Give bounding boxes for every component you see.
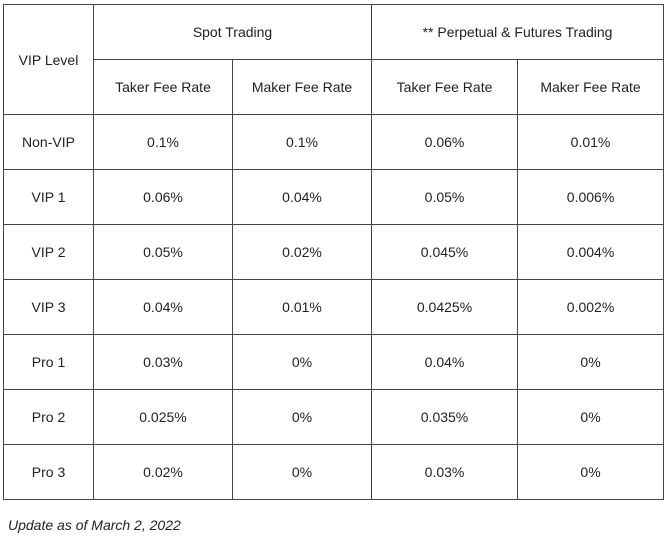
cell-spot-maker: 0.04%	[231, 169, 373, 225]
cell-perp-taker: 0.04%	[371, 334, 519, 390]
table-row: VIP 2 0.05% 0.02% 0.045% 0.004%	[3, 224, 665, 280]
table-row: VIP 1 0.06% 0.04% 0.05% 0.006%	[3, 169, 665, 225]
cell-perp-taker: 0.05%	[371, 169, 519, 225]
cell-perp-taker: 0.045%	[371, 224, 519, 280]
cell-level: Pro 2	[3, 389, 94, 445]
cell-perp-maker: 0%	[517, 389, 665, 445]
cell-spot-taker: 0.02%	[93, 444, 233, 500]
header-row-groups: VIP Level Spot Trading ** Perpetual & Fu…	[3, 4, 665, 115]
table-row: Non-VIP 0.1% 0.1% 0.06% 0.01%	[3, 114, 665, 170]
update-footnote: Update as of March 2, 2022	[8, 517, 181, 533]
cell-perp-taker: 0.035%	[371, 389, 519, 445]
cell-spot-taker: 0.1%	[93, 114, 233, 170]
cell-level: Pro 1	[3, 334, 94, 390]
cell-spot-taker: 0.025%	[93, 389, 233, 445]
cell-level: VIP 2	[3, 224, 94, 280]
cell-level: Non-VIP	[3, 114, 94, 170]
cell-spot-taker: 0.05%	[93, 224, 233, 280]
table-row: VIP 3 0.04% 0.01% 0.0425% 0.002%	[3, 279, 665, 335]
header-spot-maker-fee: Maker Fee Rate	[231, 59, 373, 115]
cell-spot-maker: 0%	[231, 389, 373, 445]
cell-spot-taker: 0.04%	[93, 279, 233, 335]
cell-spot-maker: 0.02%	[231, 224, 373, 280]
cell-spot-taker: 0.06%	[93, 169, 233, 225]
cell-level: VIP 3	[3, 279, 94, 335]
cell-spot-maker: 0.01%	[231, 279, 373, 335]
cell-perp-taker: 0.03%	[371, 444, 519, 500]
cell-perp-taker: 0.06%	[371, 114, 519, 170]
cell-perp-maker: 0.01%	[517, 114, 665, 170]
cell-perp-taker: 0.0425%	[371, 279, 519, 335]
header-perpetual-futures-trading: ** Perpetual & Futures Trading	[371, 4, 665, 60]
cell-spot-maker: 0%	[231, 444, 373, 500]
header-spot-trading: Spot Trading	[92, 4, 373, 60]
cell-perp-maker: 0.004%	[517, 224, 665, 280]
cell-spot-taker: 0.03%	[93, 334, 233, 390]
fee-table: VIP Level Spot Trading ** Perpetual & Fu…	[3, 4, 665, 500]
header-perp-taker-fee: Taker Fee Rate	[371, 59, 519, 115]
cell-perp-maker: 0.006%	[517, 169, 665, 225]
header-spot-taker-fee: Taker Fee Rate	[93, 59, 233, 115]
cell-spot-maker: 0%	[231, 334, 373, 390]
table-row: Pro 3 0.02% 0% 0.03% 0%	[3, 444, 665, 500]
cell-level: Pro 3	[3, 444, 94, 500]
cell-perp-maker: 0%	[517, 334, 665, 390]
cell-perp-maker: 0.002%	[517, 279, 665, 335]
cell-perp-maker: 0%	[517, 444, 665, 500]
header-vip-level: VIP Level	[3, 4, 94, 115]
cell-spot-maker: 0.1%	[231, 114, 373, 170]
cell-level: VIP 1	[3, 169, 94, 225]
header-row-rates: Taker Fee Rate Maker Fee Rate Taker Fee …	[4, 59, 665, 115]
table-row: Pro 1 0.03% 0% 0.04% 0%	[3, 334, 665, 390]
header-perp-maker-fee: Maker Fee Rate	[517, 59, 665, 115]
table-row: Pro 2 0.025% 0% 0.035% 0%	[3, 389, 665, 445]
